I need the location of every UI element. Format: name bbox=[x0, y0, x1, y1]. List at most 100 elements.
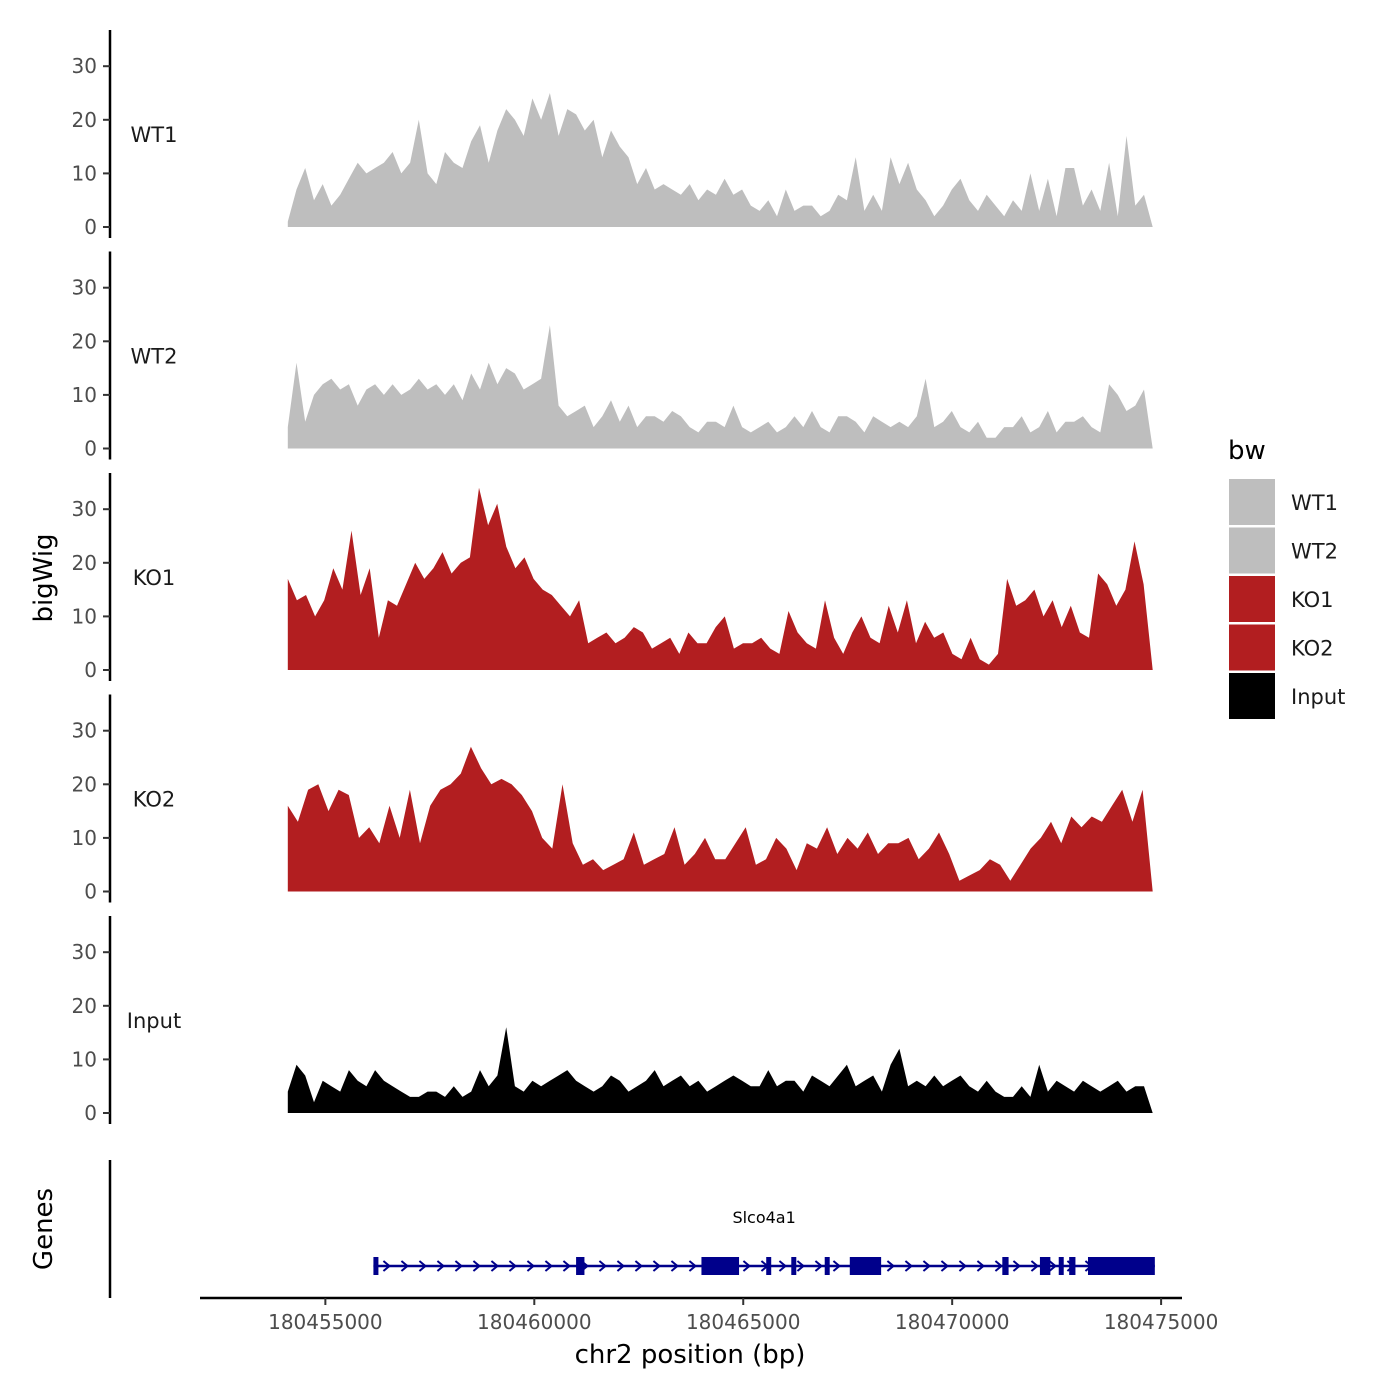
y-tick-label: 10 bbox=[72, 383, 97, 407]
x-tick-label: 180455000 bbox=[268, 1310, 383, 1334]
legend-label-ko2: KO2 bbox=[1291, 637, 1334, 661]
exon bbox=[1087, 1257, 1155, 1275]
track-ko2: 0 10 20 30 KO2 bbox=[72, 694, 1153, 904]
exon bbox=[576, 1257, 585, 1275]
strand-arrow bbox=[490, 1260, 499, 1272]
legend-label-ko1: KO1 bbox=[1291, 588, 1334, 612]
exon bbox=[373, 1257, 379, 1275]
strand-arrow bbox=[562, 1260, 571, 1272]
exon bbox=[1039, 1257, 1051, 1275]
strand-arrow bbox=[994, 1260, 1003, 1272]
strand-arrow bbox=[1048, 1260, 1057, 1272]
track-wt1: 0 10 20 30 WT1 bbox=[72, 30, 1153, 239]
strand-arrow bbox=[922, 1260, 931, 1272]
strand-arrow bbox=[670, 1260, 679, 1272]
exon bbox=[766, 1257, 772, 1275]
x-tick-label: 180475000 bbox=[1104, 1310, 1219, 1334]
coverage-area bbox=[287, 487, 1153, 670]
strand-arrow bbox=[886, 1260, 895, 1272]
legend-title: bw bbox=[1228, 436, 1266, 466]
legend-key-input bbox=[1229, 673, 1275, 719]
gene-slco4a1: Slco4a1 bbox=[373, 1208, 1155, 1275]
exon bbox=[701, 1257, 740, 1275]
exon bbox=[824, 1257, 830, 1275]
coverage-area bbox=[287, 1027, 1153, 1113]
exon bbox=[1002, 1257, 1009, 1275]
y-tick-label: 20 bbox=[72, 108, 97, 132]
legend-label-input: Input bbox=[1291, 685, 1345, 709]
y-tick-label: 10 bbox=[72, 604, 97, 628]
genes-panel: Genes Slco4a1 bbox=[29, 1160, 1155, 1298]
y-tick-label: 20 bbox=[72, 329, 97, 353]
y-tick-label: 30 bbox=[72, 276, 97, 300]
strand-arrow bbox=[904, 1260, 913, 1272]
track-label: KO2 bbox=[133, 788, 176, 812]
exon bbox=[1069, 1257, 1076, 1275]
y-tick-label: 10 bbox=[72, 1047, 97, 1071]
y-tick-label: 30 bbox=[72, 54, 97, 78]
exon bbox=[849, 1257, 882, 1275]
track-label: Input bbox=[127, 1009, 181, 1033]
track-input: 0 10 20 30 Input bbox=[72, 916, 1153, 1125]
y-tick-label: 0 bbox=[84, 215, 97, 239]
strand-arrow bbox=[1012, 1260, 1021, 1272]
strand-arrow bbox=[616, 1260, 625, 1272]
track-label: KO1 bbox=[133, 566, 176, 590]
legend-label-wt1: WT1 bbox=[1291, 491, 1338, 515]
strand-arrow bbox=[508, 1260, 517, 1272]
strand-arrow bbox=[1030, 1260, 1039, 1272]
strand-arrow bbox=[400, 1260, 409, 1272]
gene-name: Slco4a1 bbox=[732, 1208, 795, 1227]
legend-label-wt2: WT2 bbox=[1291, 540, 1338, 564]
y-tick-label: 30 bbox=[72, 719, 97, 743]
legend-key-wt1 bbox=[1229, 479, 1275, 525]
y-tick-label: 0 bbox=[84, 1101, 97, 1125]
strand-arrow bbox=[940, 1260, 949, 1272]
strand-arrow bbox=[976, 1260, 985, 1272]
strand-arrow bbox=[778, 1260, 787, 1272]
strand-arrow bbox=[814, 1260, 823, 1272]
coverage-area bbox=[287, 325, 1153, 449]
y-tick-label: 20 bbox=[72, 551, 97, 575]
x-tick-label: 180465000 bbox=[686, 1310, 801, 1334]
strand-arrow bbox=[382, 1260, 391, 1272]
genes-panel-label: Genes bbox=[29, 1188, 59, 1270]
strand-arrow bbox=[958, 1260, 967, 1272]
x-axis: 180455000 180460000 180465000 180470000 1804… bbox=[200, 1296, 1219, 1334]
y-tick-label: 30 bbox=[72, 497, 97, 521]
bigwig-tracks: 0 10 20 30 WT1 0 10 20 30 WT2 0 10 20 30 KO1 0 10 20 30 KO2… bbox=[72, 30, 1153, 1125]
strand-arrow bbox=[832, 1260, 841, 1272]
x-tick-label: 180460000 bbox=[477, 1310, 592, 1334]
y-axis-title: bigWig bbox=[29, 533, 59, 622]
y-tick-label: 30 bbox=[72, 940, 97, 964]
coverage-area bbox=[287, 93, 1153, 227]
exon bbox=[1058, 1257, 1064, 1275]
legend-key-wt2 bbox=[1229, 527, 1275, 574]
strand-arrow bbox=[436, 1260, 445, 1272]
y-tick-label: 0 bbox=[84, 437, 97, 461]
y-tick-label: 10 bbox=[72, 161, 97, 185]
strand-arrow bbox=[634, 1260, 643, 1272]
legend-key-ko1 bbox=[1229, 576, 1275, 622]
strand-arrow bbox=[472, 1260, 481, 1272]
track-label: WT1 bbox=[131, 123, 178, 147]
y-tick-label: 10 bbox=[72, 826, 97, 850]
legend: bw WT1 WT2 KO1 KO2 Input bbox=[1228, 436, 1345, 719]
track-label: WT2 bbox=[131, 345, 178, 369]
legend-key-ko2 bbox=[1229, 624, 1275, 671]
y-tick-label: 20 bbox=[72, 772, 97, 796]
x-tick-label: 180470000 bbox=[895, 1310, 1010, 1334]
track-ko1: 0 10 20 30 KO1 bbox=[72, 473, 1153, 682]
strand-arrow bbox=[688, 1260, 697, 1272]
strand-arrow bbox=[742, 1260, 751, 1272]
coverage-area bbox=[287, 746, 1153, 892]
y-tick-label: 0 bbox=[84, 880, 97, 904]
strand-arrow bbox=[544, 1260, 553, 1272]
strand-arrow bbox=[598, 1260, 607, 1272]
strand-arrow bbox=[418, 1260, 427, 1272]
y-tick-label: 20 bbox=[72, 994, 97, 1018]
strand-arrow bbox=[796, 1260, 805, 1272]
track-wt2: 0 10 20 30 WT2 bbox=[72, 251, 1153, 461]
y-tick-label: 0 bbox=[84, 658, 97, 682]
